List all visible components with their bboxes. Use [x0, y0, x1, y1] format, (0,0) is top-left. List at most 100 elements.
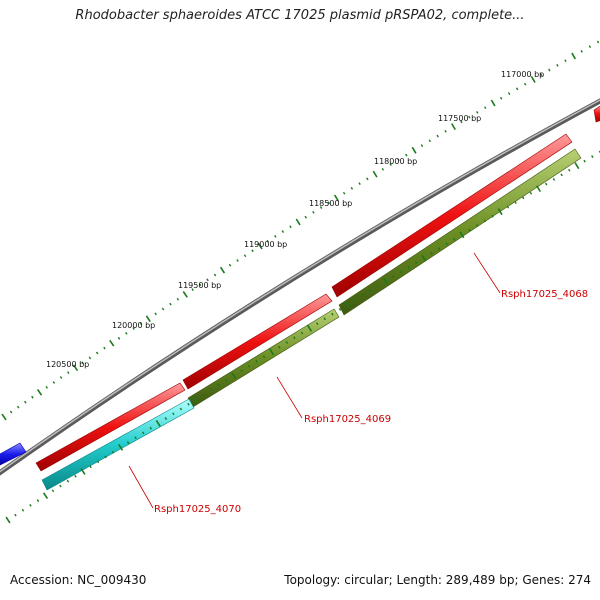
- ruler-tick: [126, 441, 130, 444]
- ruler-label: 118000 bp: [374, 157, 417, 166]
- ruler-tick: [278, 345, 281, 349]
- ruler-label: 118500 bp: [309, 199, 352, 208]
- ruler-label: 117500 bp: [438, 114, 481, 123]
- ruler-tick: [225, 379, 228, 382]
- ruler-tick: [155, 419, 161, 427]
- ruler-tick: [24, 400, 27, 404]
- gene-feature-red-left[interactable]: [35, 382, 186, 472]
- ruler-tick: [353, 298, 357, 302]
- ruler-tick: [88, 356, 92, 360]
- ruler-label: 117000 bp: [501, 70, 544, 79]
- ruler-tick: [529, 191, 533, 195]
- ruler-tick: [95, 351, 99, 355]
- ruler-ticks-inner: [5, 150, 600, 524]
- ruler-tick: [338, 308, 342, 311]
- gene-feature-olive-left[interactable]: [187, 308, 340, 408]
- ruler-tick: [45, 385, 48, 389]
- ruler-tick: [361, 294, 365, 297]
- ruler-tick: [187, 402, 190, 406]
- gene-feature-red-right[interactable]: [331, 133, 573, 298]
- ruler-tick: [206, 278, 209, 282]
- gene-feature-red-edge[interactable]: [593, 105, 600, 123]
- ruler-tick: [451, 123, 456, 131]
- gene-label-leader: [473, 252, 501, 294]
- ruler-tick: [59, 376, 63, 379]
- ruler-ticks-upper: [1, 40, 600, 421]
- ruler-tick: [67, 371, 70, 374]
- gene-feature-red-middle[interactable]: [182, 293, 333, 390]
- ruler-tick: [536, 185, 541, 193]
- ruler-tick: [560, 173, 563, 177]
- ruler-tick: [36, 499, 40, 502]
- ruler-tick: [179, 407, 183, 411]
- ruler-tick: [580, 49, 583, 53]
- ruler-tick: [269, 348, 275, 356]
- ruler-tick: [490, 99, 496, 107]
- ruler-tick: [414, 261, 418, 265]
- accession-text: Accession: NC_009430: [10, 573, 147, 587]
- gene-feature-blue[interactable]: [0, 442, 27, 466]
- plasmid-backbone-highlight: [0, 99, 600, 473]
- gene-label[interactable]: Rsph17025_4069: [304, 414, 391, 425]
- ruler-tick: [141, 431, 145, 435]
- gene-label[interactable]: Rsph17025_4068: [501, 289, 588, 300]
- ruler-tick: [209, 388, 213, 392]
- ruler-tick: [588, 45, 592, 49]
- ruler-tick: [571, 52, 576, 60]
- ruler-tick: [411, 146, 417, 154]
- ruler-tick: [544, 182, 548, 186]
- ruler-tick: [358, 182, 361, 185]
- ruler-tick: [274, 235, 277, 238]
- ruler-tick: [29, 504, 32, 507]
- ruler-tick: [392, 275, 395, 279]
- ruler-tick: [445, 242, 448, 246]
- ruler-tick: [164, 417, 168, 420]
- ruler-tick: [397, 158, 400, 162]
- ruler-tick: [327, 201, 330, 205]
- ruler-tick: [52, 381, 56, 384]
- ruler-tick: [66, 479, 70, 483]
- ruler-tick: [568, 168, 571, 172]
- ruler-tick: [125, 331, 128, 335]
- ruler-tick: [36, 388, 43, 396]
- gene-feature-cyan[interactable]: [41, 398, 195, 491]
- ruler-tick: [176, 297, 180, 301]
- ruler-tick: [111, 450, 115, 454]
- ruler-tick: [556, 63, 559, 67]
- ruler-tick: [134, 436, 137, 440]
- page-title: Rhodobacter sphaeroides ATCC 17025 plasm…: [75, 8, 525, 23]
- ruler-tick: [81, 361, 84, 365]
- ruler-tick: [14, 513, 17, 517]
- ruler-tick: [459, 231, 465, 239]
- ruler-tick: [251, 249, 254, 253]
- ruler-tick: [172, 412, 175, 416]
- ruler-tick: [295, 218, 301, 226]
- ruler-tick: [307, 324, 313, 332]
- ruler-tick: [132, 327, 135, 330]
- ruler-tick: [169, 302, 172, 306]
- ruler-tick: [219, 266, 226, 274]
- ruler-tick: [213, 273, 217, 277]
- ruler-tick: [89, 465, 92, 469]
- ruler-tick: [191, 288, 194, 291]
- ruler-tick: [315, 322, 319, 325]
- gene-label[interactable]: Rsph17025_4070: [154, 504, 241, 515]
- ruler-tick: [262, 355, 266, 359]
- ruler-tick: [285, 341, 289, 344]
- ruler-tick: [198, 283, 202, 287]
- ruler-tick: [399, 270, 403, 274]
- gene-label-leader: [128, 465, 154, 509]
- ruler-tick: [468, 115, 471, 119]
- ruler-tick: [31, 395, 34, 399]
- ruler-tick: [552, 178, 556, 181]
- ruler-tick: [51, 489, 55, 493]
- ruler-tick: [366, 177, 369, 181]
- ruler-tick: [109, 339, 115, 347]
- ruler-tick: [255, 360, 258, 363]
- ruler-tick: [483, 106, 487, 110]
- ruler-tick: [16, 405, 20, 409]
- ruler-tick: [383, 277, 389, 285]
- ruler-tick: [281, 230, 285, 233]
